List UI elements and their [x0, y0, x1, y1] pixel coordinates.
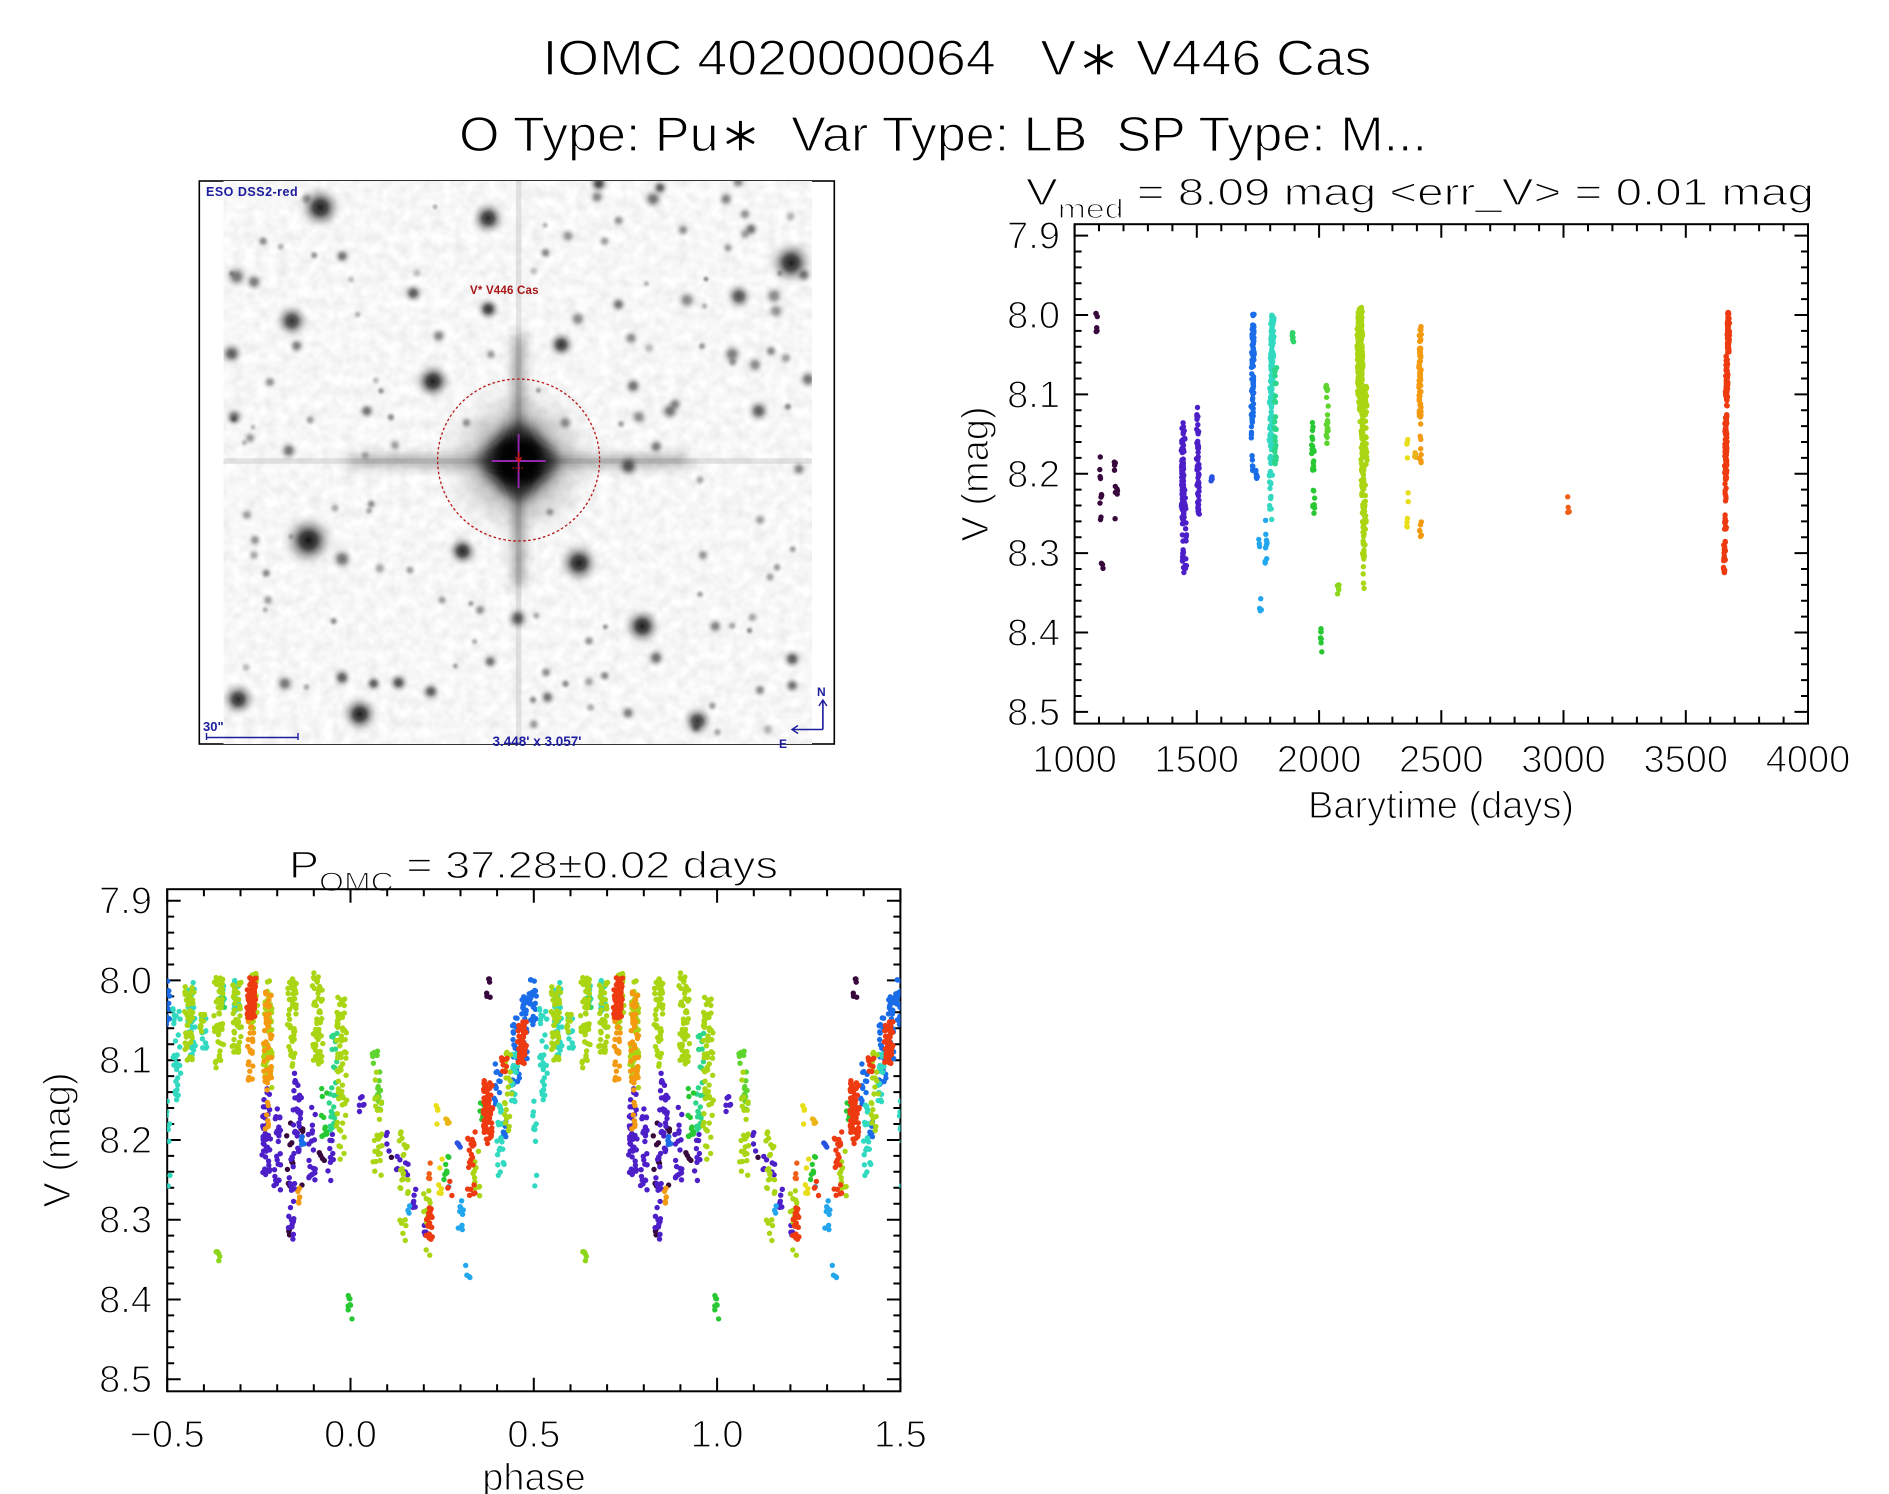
svg-text:O Type: Pu∗ Var Type: LB SP: O Type: Pu∗ Var Type: LB SP Type: M... [459, 108, 1427, 162]
svg-text:2500: 2500 [1399, 739, 1484, 781]
svg-text:IOMC 4020000064 V∗ V446 Cas: IOMC 4020000064 V∗ V446 Cas [543, 30, 1372, 86]
svg-text:V (mag): V (mag) [955, 406, 997, 541]
svg-text:3500: 3500 [1644, 739, 1729, 781]
svg-text:V (mag): V (mag) [37, 1072, 79, 1207]
svg-text:8.3: 8.3 [1007, 533, 1060, 575]
svg-text:ESO DSS2-red: ESO DSS2-red [206, 185, 298, 199]
svg-text:8.1: 8.1 [1007, 374, 1060, 416]
svg-text:8.2: 8.2 [99, 1120, 152, 1162]
svg-text:8.5: 8.5 [99, 1359, 152, 1401]
svg-text:7.9: 7.9 [1007, 216, 1060, 258]
svg-text:−0.5: −0.5 [130, 1414, 205, 1456]
svg-text:E: E [779, 737, 787, 751]
svg-text:1000: 1000 [1032, 739, 1117, 781]
svg-text:8.4: 8.4 [1007, 613, 1060, 655]
svg-text:8.4: 8.4 [99, 1280, 152, 1322]
svg-text:8.2: 8.2 [1007, 454, 1060, 496]
svg-text:3000: 3000 [1521, 739, 1606, 781]
svg-text:1.0: 1.0 [691, 1414, 744, 1456]
svg-text:30": 30" [203, 719, 224, 734]
svg-text:1.5: 1.5 [874, 1414, 927, 1456]
svg-text:phase: phase [482, 1457, 586, 1494]
svg-text:8.0: 8.0 [99, 960, 152, 1002]
svg-text:8.0: 8.0 [1007, 295, 1060, 337]
svg-text:Barytime (days): Barytime (days) [1308, 785, 1574, 827]
svg-text:0.5: 0.5 [507, 1414, 560, 1456]
svg-text:8.1: 8.1 [99, 1040, 152, 1082]
svg-text:0.0: 0.0 [324, 1414, 377, 1456]
svg-text:8.5: 8.5 [1007, 692, 1060, 734]
svg-text:7.9: 7.9 [99, 881, 152, 923]
svg-text:N: N [817, 685, 826, 699]
svg-text:1500: 1500 [1155, 739, 1240, 781]
svg-text:V* V446 Cas: V* V446 Cas [470, 285, 539, 297]
svg-text:4000: 4000 [1766, 739, 1851, 781]
svg-text:3.448' x 3.057': 3.448' x 3.057' [493, 734, 582, 749]
svg-text:8.3: 8.3 [99, 1200, 152, 1242]
svg-text:2000: 2000 [1277, 739, 1362, 781]
